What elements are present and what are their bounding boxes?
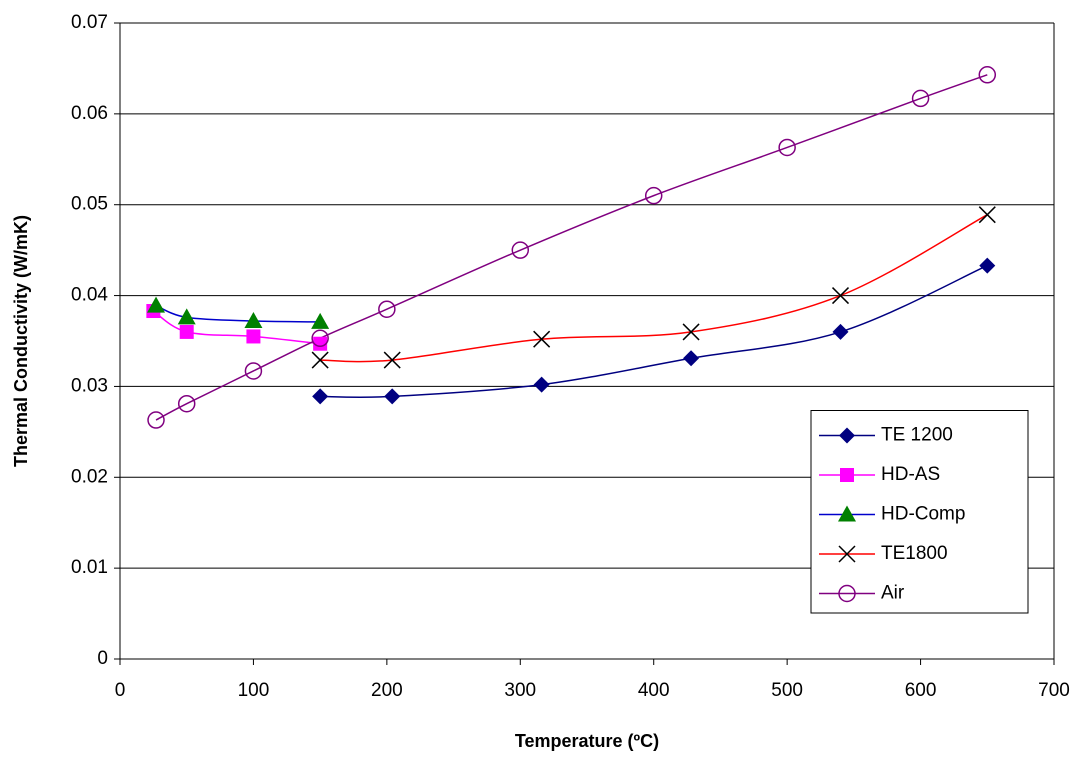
legend-label: HD-Comp bbox=[881, 504, 965, 525]
marker bbox=[313, 336, 328, 351]
marker bbox=[244, 312, 263, 329]
legend-label: TE1800 bbox=[881, 543, 948, 564]
x-tick-label: 200 bbox=[371, 680, 403, 701]
x-tick-label: 700 bbox=[1038, 680, 1070, 701]
marker bbox=[378, 300, 396, 318]
marker bbox=[911, 89, 930, 108]
marker bbox=[311, 351, 329, 369]
marker bbox=[246, 329, 261, 344]
marker bbox=[831, 287, 850, 305]
marker bbox=[511, 241, 530, 259]
legend-marker bbox=[840, 468, 854, 482]
y-tick-label: 0.03 bbox=[71, 375, 108, 396]
series-line bbox=[320, 214, 988, 363]
x-tick-label: 600 bbox=[905, 680, 937, 701]
marker bbox=[533, 330, 551, 348]
x-axis-title: Temperature (ºC) bbox=[515, 731, 659, 751]
marker bbox=[683, 350, 700, 367]
series-line bbox=[320, 264, 988, 399]
marker bbox=[147, 296, 166, 313]
x-tick-label: 500 bbox=[771, 680, 803, 701]
legend-marker bbox=[838, 505, 856, 522]
marker bbox=[383, 351, 401, 369]
x-tick-label: 300 bbox=[504, 680, 536, 701]
marker bbox=[384, 388, 401, 405]
marker bbox=[832, 323, 849, 340]
y-axis-title: Thermal Conductivity (W/mK) bbox=[11, 215, 31, 467]
y-tick-label: 0.06 bbox=[71, 103, 108, 124]
marker bbox=[177, 308, 196, 325]
x-tick-label: 0 bbox=[115, 680, 126, 701]
marker bbox=[978, 206, 996, 224]
y-tick-label: 0.02 bbox=[71, 466, 108, 487]
legend-marker bbox=[839, 427, 855, 444]
marker bbox=[682, 323, 700, 341]
series-line bbox=[152, 310, 321, 345]
series-line bbox=[155, 304, 321, 323]
marker bbox=[644, 186, 663, 205]
x-tick-label: 400 bbox=[638, 680, 670, 701]
y-tick-label: 0 bbox=[97, 648, 108, 669]
marker bbox=[312, 388, 329, 405]
marker bbox=[147, 411, 165, 429]
y-tick-label: 0.07 bbox=[71, 12, 108, 33]
y-tick-label: 0.04 bbox=[71, 285, 108, 306]
marker bbox=[533, 376, 550, 393]
marker bbox=[177, 394, 196, 413]
legend-label: TE 1200 bbox=[881, 425, 953, 446]
legend-label: Air bbox=[881, 583, 905, 604]
marker bbox=[311, 329, 329, 348]
marker bbox=[778, 138, 796, 157]
marker bbox=[978, 66, 997, 84]
y-tick-label: 0.01 bbox=[71, 557, 108, 578]
marker bbox=[979, 257, 996, 274]
x-tick-label: 100 bbox=[238, 680, 270, 701]
marker bbox=[311, 312, 330, 329]
marker bbox=[179, 324, 194, 339]
series-line bbox=[155, 74, 988, 421]
legend-label: HD-AS bbox=[881, 464, 940, 485]
marker bbox=[244, 362, 263, 380]
legend-marker bbox=[838, 545, 856, 563]
legend-marker bbox=[838, 584, 856, 603]
y-tick-label: 0.05 bbox=[71, 194, 108, 215]
